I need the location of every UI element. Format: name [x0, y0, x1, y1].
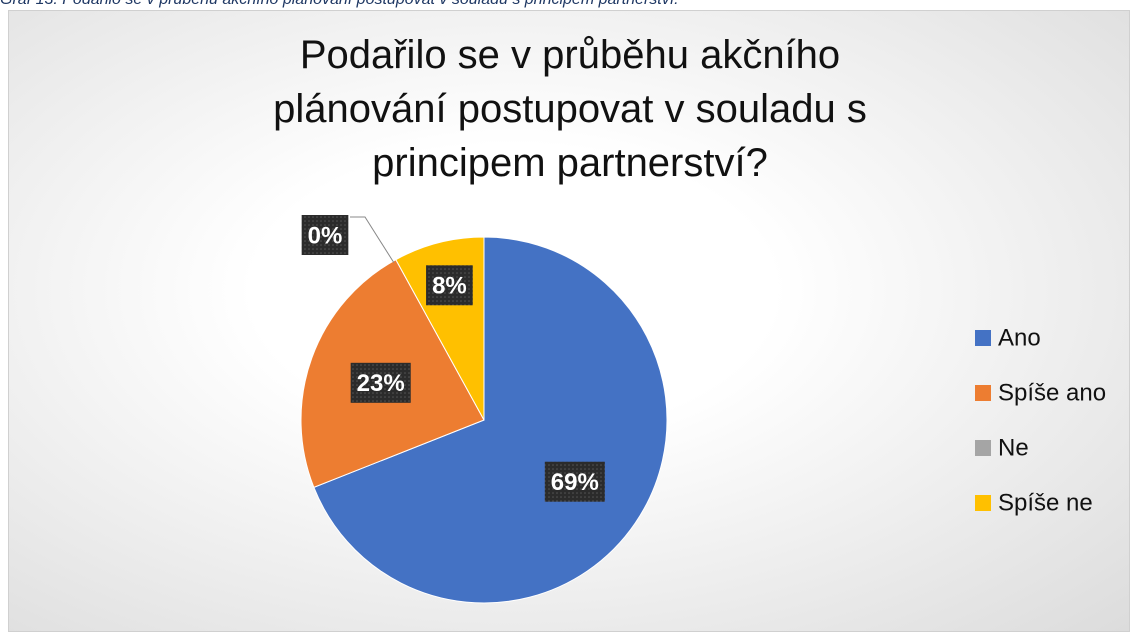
data-label-box: [426, 265, 473, 306]
data-label: 69%: [551, 469, 599, 496]
data-label: 23%: [357, 370, 405, 397]
leader-line: [350, 216, 395, 263]
legend-swatch: [975, 385, 991, 401]
data-label: 8%: [432, 273, 467, 300]
data-label-box: [544, 461, 605, 502]
legend-label: Ne: [998, 434, 1029, 461]
legend-label: Spíše ne: [998, 489, 1093, 516]
legend-label: Spíše ano: [998, 379, 1106, 406]
chart-title: Podařilo se v průběhu akčního plánování …: [273, 33, 867, 185]
legend-swatch: [975, 330, 991, 346]
legend-swatch: [975, 440, 991, 456]
data-label-box: [301, 215, 349, 255]
caption: Graf 13: Podařilo se v průběhu akčního p…: [0, 0, 679, 9]
legend-label: Ano: [998, 324, 1041, 351]
pie-slice: [313, 236, 668, 604]
data-label-box: [350, 362, 411, 403]
legend-swatch: [975, 495, 991, 511]
data-label: 0%: [308, 222, 343, 249]
